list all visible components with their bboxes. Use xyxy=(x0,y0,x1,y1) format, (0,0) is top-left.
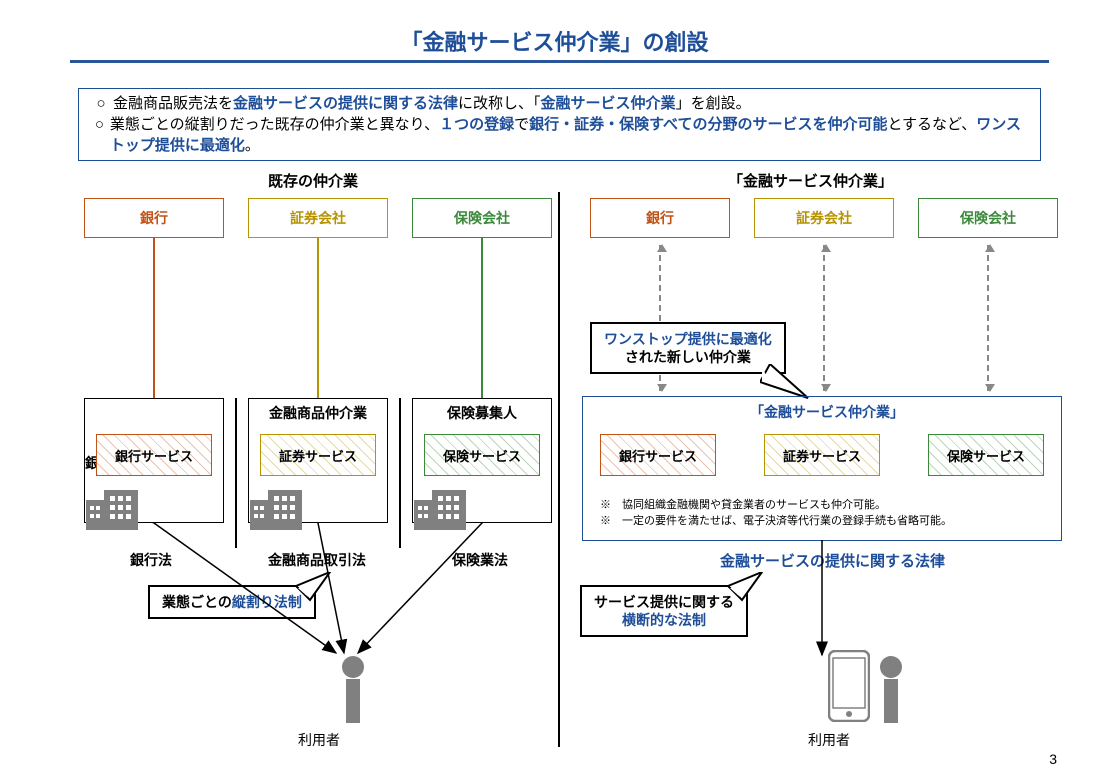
dashed-arrow-sec xyxy=(823,245,825,391)
bullet-icon: ○ xyxy=(89,114,110,156)
intermediary-title: 「金融サービス仲介業」 xyxy=(750,402,904,422)
box-sec: 証券会社 xyxy=(248,198,388,238)
vline-bank xyxy=(153,238,155,398)
page-number: 3 xyxy=(1049,751,1057,767)
note-2: ※ 一定の要件を満たせば、電子決済等代行業の登録手続も省略可能。 xyxy=(600,514,952,529)
svc-sec: 証券サービス xyxy=(260,434,376,476)
svc-ins: 保険サービス xyxy=(424,434,540,476)
svc-sec-r: 証券サービス xyxy=(764,434,880,476)
bullet-icon: ○ xyxy=(89,93,113,114)
vline-ins xyxy=(481,238,483,398)
law-right: 金融サービスの提供に関する法律 xyxy=(720,550,945,571)
user-arrows-left xyxy=(80,523,560,703)
person-icon xyxy=(876,655,906,723)
agent-ins-label: 保険募集人 xyxy=(447,403,517,423)
right-header: 「金融サービス仲介業」 xyxy=(728,170,893,191)
agent-sec-label: 金融商品仲介業 xyxy=(269,403,367,423)
box-bank-r: 銀行 xyxy=(590,198,730,238)
box-bank: 銀行 xyxy=(84,198,224,238)
vline-sec xyxy=(317,238,319,398)
box-ins-r: 保険会社 xyxy=(918,198,1058,238)
left-header: 既存の仲介業 xyxy=(268,170,358,191)
page-title: 「金融サービス仲介業」の創設 xyxy=(0,25,1109,57)
box-ins: 保険会社 xyxy=(412,198,552,238)
user-arrow-right xyxy=(812,540,832,660)
title-underline xyxy=(70,60,1049,63)
callout-tail-icon xyxy=(712,572,772,602)
dashed-arrow-ins xyxy=(987,245,989,391)
summary-row2: 業態ごとの縦割りだった既存の仲介業と異なり、１つの登録で銀行・証券・保険すべての… xyxy=(110,114,1030,156)
summary-box: ○ 金融商品販売法を金融サービスの提供に関する法律に改称し、「金融サービス仲介業… xyxy=(78,88,1041,161)
note-1: ※ 協同組織金融機関や貸金業者のサービスも仲介可能。 xyxy=(600,498,886,513)
summary-row1: 金融商品販売法を金融サービスの提供に関する法律に改称し、「金融サービス仲介業」を… xyxy=(113,93,751,114)
person-icon xyxy=(338,655,368,723)
smartphone-icon xyxy=(828,650,870,722)
box-sec-r: 証券会社 xyxy=(754,198,894,238)
svc-bank-r: 銀行サービス xyxy=(600,434,716,476)
svc-ins-r: 保険サービス xyxy=(928,434,1044,476)
svc-bank: 銀行サービス xyxy=(96,434,212,476)
user-label-left: 利用者 xyxy=(298,730,340,750)
right-callout-1: ワンストップ提供に最適化された新しい仲介業 xyxy=(590,322,786,374)
user-label-right: 利用者 xyxy=(808,730,850,750)
